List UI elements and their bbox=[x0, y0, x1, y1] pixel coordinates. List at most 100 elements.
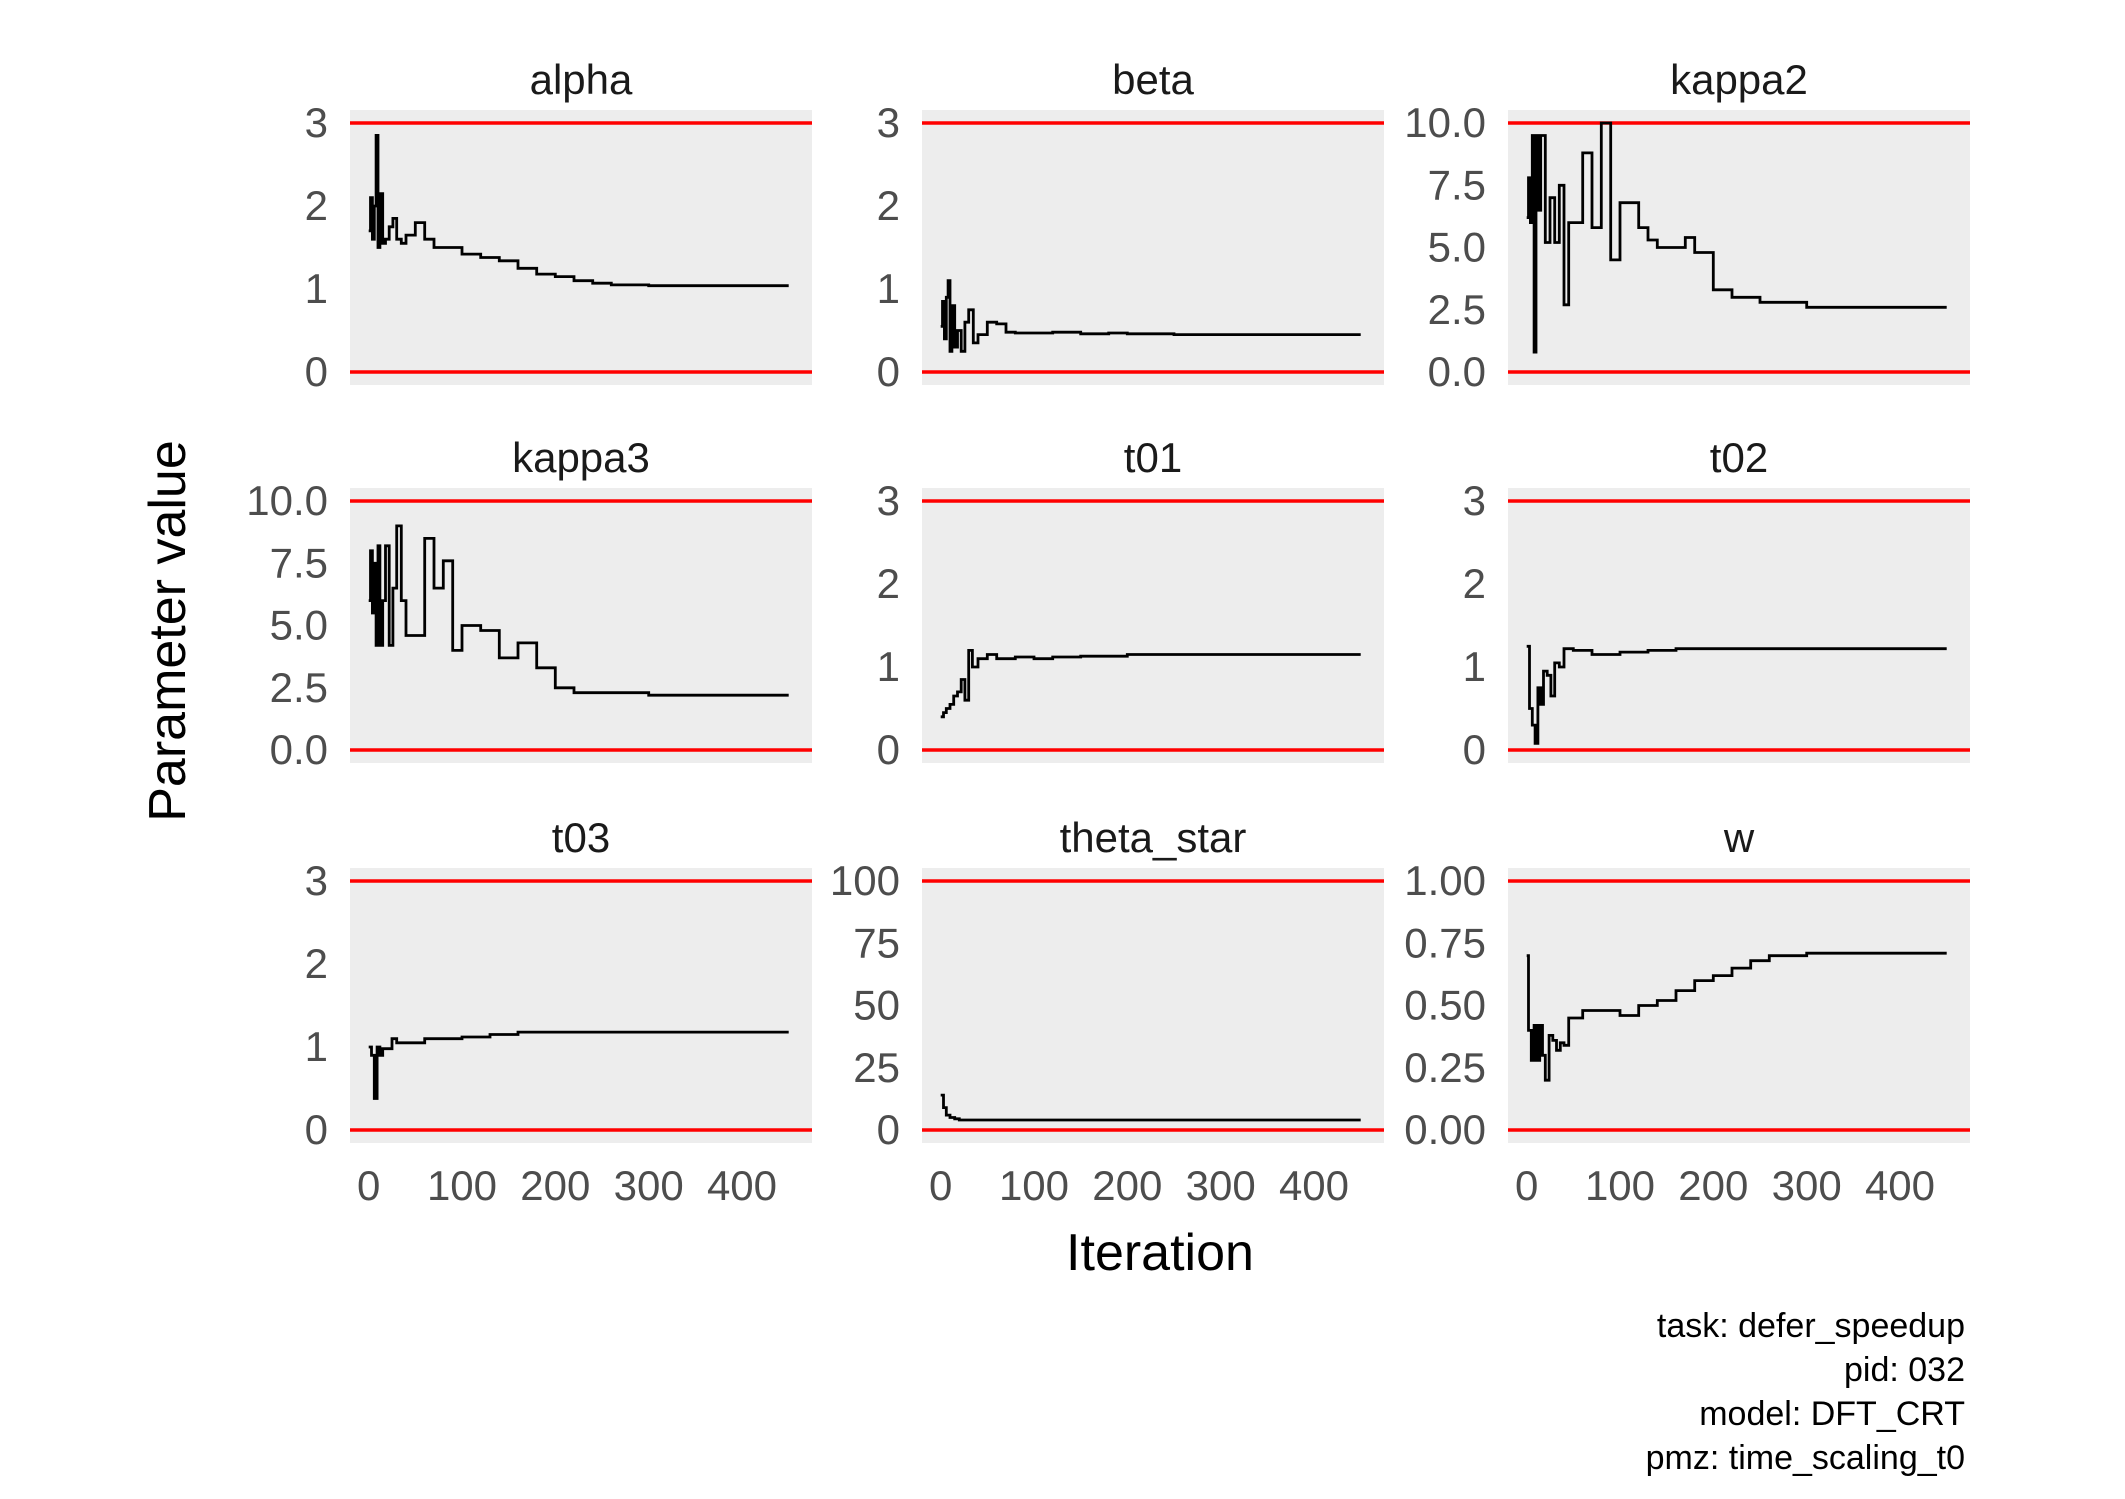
panel-title: kappa2 bbox=[1670, 56, 1808, 103]
y-tick-label: 1 bbox=[305, 1023, 328, 1070]
x-tick-label: 200 bbox=[520, 1162, 590, 1209]
y-tick-label: 7.5 bbox=[1428, 161, 1486, 208]
y-tick-label: 5.0 bbox=[1428, 224, 1486, 271]
x-tick-label: 300 bbox=[614, 1162, 684, 1209]
y-axis-title: Parameter value bbox=[139, 440, 197, 822]
y-tick-label: 2.5 bbox=[270, 664, 328, 711]
panel-kappa3: kappa3 0.0 2.5 5.0 7.5 10.0 bbox=[246, 434, 812, 773]
x-tick-label: 100 bbox=[1585, 1162, 1655, 1209]
y-tick-label: 75 bbox=[853, 919, 900, 966]
panel-kappa2: kappa2 0.0 2.5 5.0 7.5 10.0 bbox=[1404, 56, 1970, 395]
panel-background bbox=[350, 110, 812, 385]
trace-line-kappa3 bbox=[368, 524, 789, 697]
y-tick-label: 25 bbox=[853, 1044, 900, 1091]
y-tick-label: 0 bbox=[877, 726, 900, 773]
panel-t02: t02 0 1 2 3 bbox=[1463, 434, 1970, 773]
panel-t01: t01 0 1 2 3 bbox=[877, 434, 1384, 773]
panel-theta-star: theta_star 0 25 50 75 100 0 100 200 300 400 bbox=[830, 814, 1384, 1209]
x-tick-label: 300 bbox=[1772, 1162, 1842, 1209]
panel-w: w 0.00 0.25 0.50 0.75 1.00 0 100 200 300 400 bbox=[1404, 814, 1970, 1209]
panel-alpha: alpha 0 1 2 3 bbox=[305, 56, 812, 395]
caption-task: task: defer_speedup bbox=[1657, 1307, 1965, 1345]
trace-line-w bbox=[1526, 951, 1947, 1082]
panel-t03: t03 0 1 2 3 0 100 200 300 400 bbox=[305, 814, 812, 1209]
panel-background bbox=[922, 488, 1384, 763]
y-tick-label: 0.0 bbox=[1428, 348, 1486, 395]
trace-line-beta bbox=[940, 279, 1361, 353]
y-tick-label: 5.0 bbox=[270, 602, 328, 649]
y-tick-label: 0.0 bbox=[270, 726, 328, 773]
y-tick-label: 3 bbox=[877, 99, 900, 146]
panel-background bbox=[1508, 110, 1970, 385]
panel-title: theta_star bbox=[1060, 814, 1247, 861]
y-tick-label: 100 bbox=[830, 857, 900, 904]
panel-beta: beta 0 1 2 3 bbox=[877, 56, 1384, 395]
panel-background bbox=[350, 488, 812, 763]
x-tick-label: 0 bbox=[1515, 1162, 1538, 1209]
panel-title: beta bbox=[1112, 56, 1194, 103]
y-tick-label: 0.50 bbox=[1404, 982, 1486, 1029]
x-tick-label: 200 bbox=[1678, 1162, 1748, 1209]
panel-title: kappa3 bbox=[512, 434, 650, 481]
panel-title: w bbox=[1723, 814, 1755, 861]
panel-background bbox=[922, 110, 1384, 385]
y-tick-label: 2.5 bbox=[1428, 286, 1486, 333]
y-tick-label: 1 bbox=[877, 643, 900, 690]
y-tick-label: 7.5 bbox=[270, 539, 328, 586]
x-tick-label: 400 bbox=[707, 1162, 777, 1209]
y-tick-label: 3 bbox=[305, 99, 328, 146]
panel-grid: alpha0123beta0123kappa20.02.55.07.510.0k… bbox=[246, 56, 1970, 1209]
panel-background bbox=[1508, 868, 1970, 1143]
x-tick-label: 300 bbox=[1186, 1162, 1256, 1209]
x-axis-title: Iteration bbox=[1066, 1224, 1254, 1282]
y-tick-label: 0 bbox=[877, 1106, 900, 1153]
panel-title: t03 bbox=[552, 814, 610, 861]
panel-title: alpha bbox=[530, 56, 633, 103]
y-tick-label: 2 bbox=[305, 182, 328, 229]
panel-title: t01 bbox=[1124, 434, 1182, 481]
y-tick-label: 0.00 bbox=[1404, 1106, 1486, 1153]
x-tick-label: 0 bbox=[357, 1162, 380, 1209]
trace-line-kappa2 bbox=[1526, 121, 1947, 354]
y-tick-label: 1 bbox=[877, 265, 900, 312]
y-tick-label: 0 bbox=[877, 348, 900, 395]
panel-background bbox=[922, 868, 1384, 1143]
y-tick-label: 10.0 bbox=[246, 477, 328, 524]
y-tick-label: 0 bbox=[305, 348, 328, 395]
x-tick-label: 400 bbox=[1865, 1162, 1935, 1209]
y-tick-label: 1 bbox=[1463, 643, 1486, 690]
panel-background bbox=[1508, 488, 1970, 763]
y-tick-label: 2 bbox=[1463, 560, 1486, 607]
plot-caption: task: defer_speedup pid: 032 model: DFT_… bbox=[1646, 1307, 1965, 1477]
x-tick-label: 200 bbox=[1092, 1162, 1162, 1209]
trace-line-t02 bbox=[1526, 644, 1947, 745]
y-tick-label: 0 bbox=[1463, 726, 1486, 773]
x-tick-label: 0 bbox=[929, 1162, 952, 1209]
panel-background bbox=[350, 868, 812, 1143]
trace-line-alpha bbox=[368, 134, 789, 288]
y-tick-label: 0.25 bbox=[1404, 1044, 1486, 1091]
caption-pmz: pmz: time_scaling_t0 bbox=[1646, 1439, 1965, 1477]
y-tick-label: 2 bbox=[877, 182, 900, 229]
y-tick-label: 3 bbox=[877, 477, 900, 524]
caption-pid: pid: 032 bbox=[1844, 1351, 1965, 1389]
trace-line-theta-star bbox=[940, 1093, 1361, 1122]
y-tick-label: 0 bbox=[305, 1106, 328, 1153]
y-tick-label: 3 bbox=[305, 857, 328, 904]
y-tick-label: 2 bbox=[305, 940, 328, 987]
trace-line-t01 bbox=[940, 649, 1361, 719]
x-tick-label: 100 bbox=[999, 1162, 1069, 1209]
y-tick-label: 0.75 bbox=[1404, 919, 1486, 966]
x-tick-label: 100 bbox=[427, 1162, 497, 1209]
y-tick-label: 1 bbox=[305, 265, 328, 312]
y-tick-label: 50 bbox=[853, 982, 900, 1029]
caption-model: model: DFT_CRT bbox=[1699, 1395, 1965, 1433]
x-tick-label: 400 bbox=[1279, 1162, 1349, 1209]
y-tick-label: 1.00 bbox=[1404, 857, 1486, 904]
panel-title: t02 bbox=[1710, 434, 1768, 481]
trace-line-t03 bbox=[368, 1030, 789, 1100]
y-tick-label: 10.0 bbox=[1404, 99, 1486, 146]
y-tick-label: 2 bbox=[877, 560, 900, 607]
y-tick-label: 3 bbox=[1463, 477, 1486, 524]
